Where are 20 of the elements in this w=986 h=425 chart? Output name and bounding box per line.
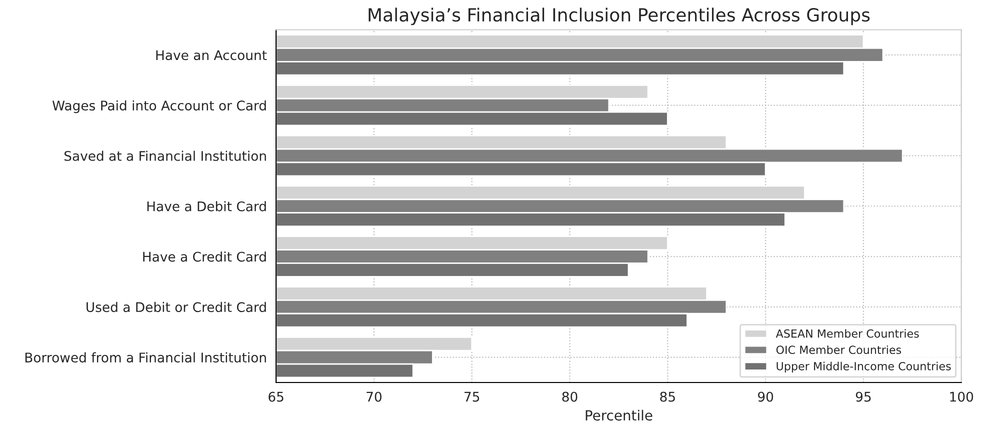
y-tick-label: Used a Debit or Credit Card <box>86 302 266 312</box>
legend-label: Upper Middle-Income Countries <box>776 362 951 372</box>
x-tick-label: 95 <box>856 392 871 402</box>
x-tick-label: 70 <box>366 392 382 402</box>
y-tick-label: Have a Debit Card <box>147 201 266 212</box>
y-tick-label: Saved at a Financial Institution <box>64 150 266 161</box>
x-tick-label: 85 <box>660 392 675 402</box>
x-tick-label: 100 <box>950 392 974 402</box>
x-axis-title: Percentile <box>586 410 652 421</box>
chart-title: Malaysia’s Financial Inclusion Percentiles Across Groups <box>368 8 870 26</box>
x-tick-label: 90 <box>758 392 774 402</box>
y-tick-label: Have a Credit Card <box>143 252 266 262</box>
x-tick-label: 75 <box>464 392 480 402</box>
legend-label: OIC Member Countries <box>776 345 902 354</box>
x-tick-label: 65 <box>268 392 284 402</box>
x-tick-label: 80 <box>562 392 578 402</box>
y-tick-label: Wages Paid into Account or Card <box>52 100 266 114</box>
y-tick-label: Borrowed from a Financial Institution <box>25 352 266 363</box>
y-tick-label: Have an Account <box>156 50 267 60</box>
legend-label: ASEAN Member Countries <box>776 329 919 338</box>
